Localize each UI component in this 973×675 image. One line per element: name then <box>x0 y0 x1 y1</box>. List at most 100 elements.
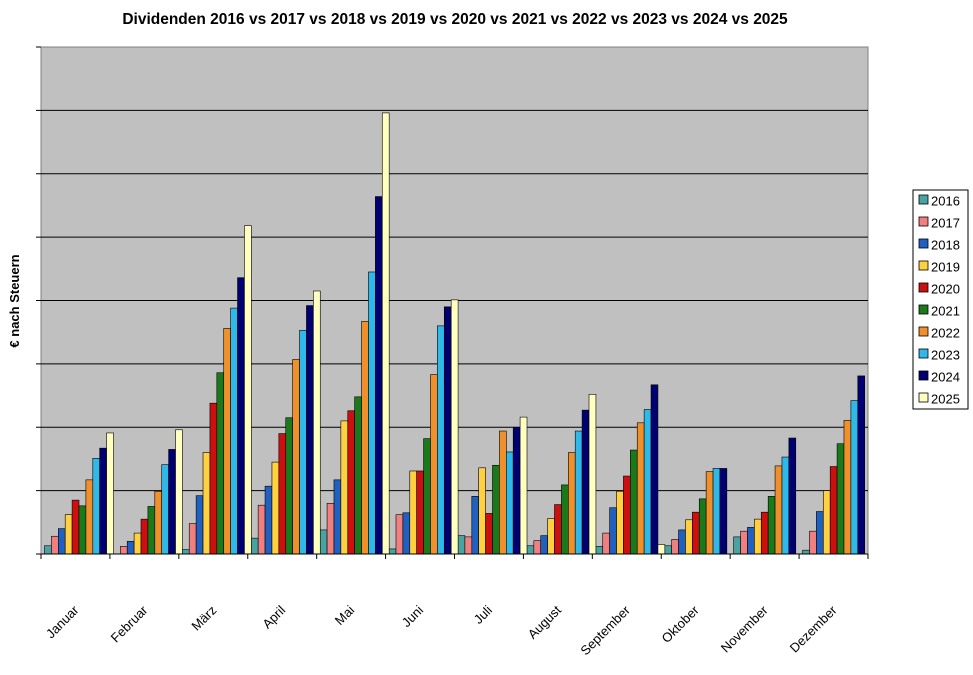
x-tick-label: Juni <box>399 602 427 630</box>
bar <box>402 512 411 555</box>
bar <box>574 430 583 555</box>
bar <box>416 470 424 555</box>
legend-label: 2019 <box>931 260 960 275</box>
bar <box>547 518 555 555</box>
bar <box>705 471 714 555</box>
x-tick-label: September <box>577 602 633 658</box>
bar <box>299 329 307 555</box>
bar <box>140 518 149 555</box>
legend-swatch <box>918 238 929 249</box>
bar <box>161 464 169 555</box>
bar <box>788 437 797 555</box>
bar <box>623 475 631 555</box>
bar <box>512 426 521 555</box>
bar <box>836 443 845 555</box>
legend-swatch <box>918 392 929 403</box>
bar <box>64 514 73 555</box>
legend-label: 2018 <box>931 238 960 253</box>
bar <box>168 449 176 555</box>
legend-label: 2020 <box>931 282 960 297</box>
bar <box>554 504 562 555</box>
bar <box>271 461 280 555</box>
legend-label: 2016 <box>931 194 960 209</box>
bar <box>99 447 107 555</box>
bar <box>443 306 452 555</box>
bar <box>264 485 273 555</box>
bar <box>643 409 652 555</box>
bar <box>754 518 762 555</box>
bar <box>450 299 459 555</box>
x-tick-label: April <box>259 602 288 631</box>
bar <box>740 530 748 555</box>
bar <box>581 409 590 555</box>
bar <box>57 528 66 555</box>
bar <box>809 530 817 555</box>
bar <box>698 498 707 555</box>
bar <box>147 506 156 555</box>
legend-swatch <box>918 260 929 271</box>
bar <box>671 539 679 555</box>
y-axis-label: € nach Steuern <box>7 254 22 347</box>
bar <box>182 549 190 555</box>
bar <box>188 523 197 555</box>
bar <box>595 546 604 555</box>
bar <box>313 290 321 555</box>
x-tick-label: März <box>188 603 219 634</box>
bar <box>44 545 52 555</box>
bar <box>209 402 218 555</box>
bar <box>430 374 438 555</box>
legend-swatch <box>918 348 929 359</box>
legend-swatch <box>918 326 929 337</box>
bar <box>223 328 231 555</box>
bar <box>733 536 741 555</box>
bar <box>829 466 838 555</box>
x-tick-label: Oktober <box>659 602 703 646</box>
bar <box>850 400 859 555</box>
legend-label: 2023 <box>931 348 960 363</box>
bar <box>719 468 728 555</box>
bar <box>822 490 831 555</box>
bar <box>381 112 390 555</box>
bar <box>533 540 542 555</box>
x-tick-label: Januar <box>43 602 82 641</box>
bar <box>526 545 535 555</box>
bar <box>781 456 790 555</box>
x-tick-label: Dezember <box>787 602 840 655</box>
bar <box>388 548 397 555</box>
bar <box>71 499 80 555</box>
bar <box>540 535 548 555</box>
bar <box>120 546 128 555</box>
bar <box>712 468 721 555</box>
bar <box>602 532 610 555</box>
bar <box>361 321 369 555</box>
bar <box>292 359 300 555</box>
bar <box>92 458 101 555</box>
bar <box>657 544 666 555</box>
bar <box>760 511 769 555</box>
bar <box>175 429 183 555</box>
bar <box>457 535 466 555</box>
bar <box>319 529 328 555</box>
chart-title: Dividenden 2016 vs 2017 vs 2018 vs 2019 … <box>122 11 788 28</box>
bar <box>478 467 486 555</box>
x-tick-label: Februar <box>108 602 151 645</box>
bar <box>561 484 569 555</box>
bar <box>609 507 617 555</box>
legend: 2016 2017 2018 2019 2020 2021 2022 2023 2024 2025 <box>912 189 969 410</box>
bar <box>347 410 355 555</box>
axes <box>36 46 869 559</box>
bar <box>499 430 507 555</box>
bar <box>747 527 755 555</box>
bar <box>354 396 362 555</box>
bar <box>774 465 783 555</box>
legend-label: 2021 <box>931 304 960 319</box>
legend-label: 2017 <box>931 216 960 231</box>
bar <box>816 511 824 555</box>
bar <box>230 307 238 555</box>
bar <box>685 519 693 555</box>
bar <box>106 432 114 555</box>
bar <box>257 504 266 555</box>
bar <box>278 433 287 555</box>
bar <box>368 271 376 555</box>
x-tick-label: Mai <box>332 602 357 627</box>
